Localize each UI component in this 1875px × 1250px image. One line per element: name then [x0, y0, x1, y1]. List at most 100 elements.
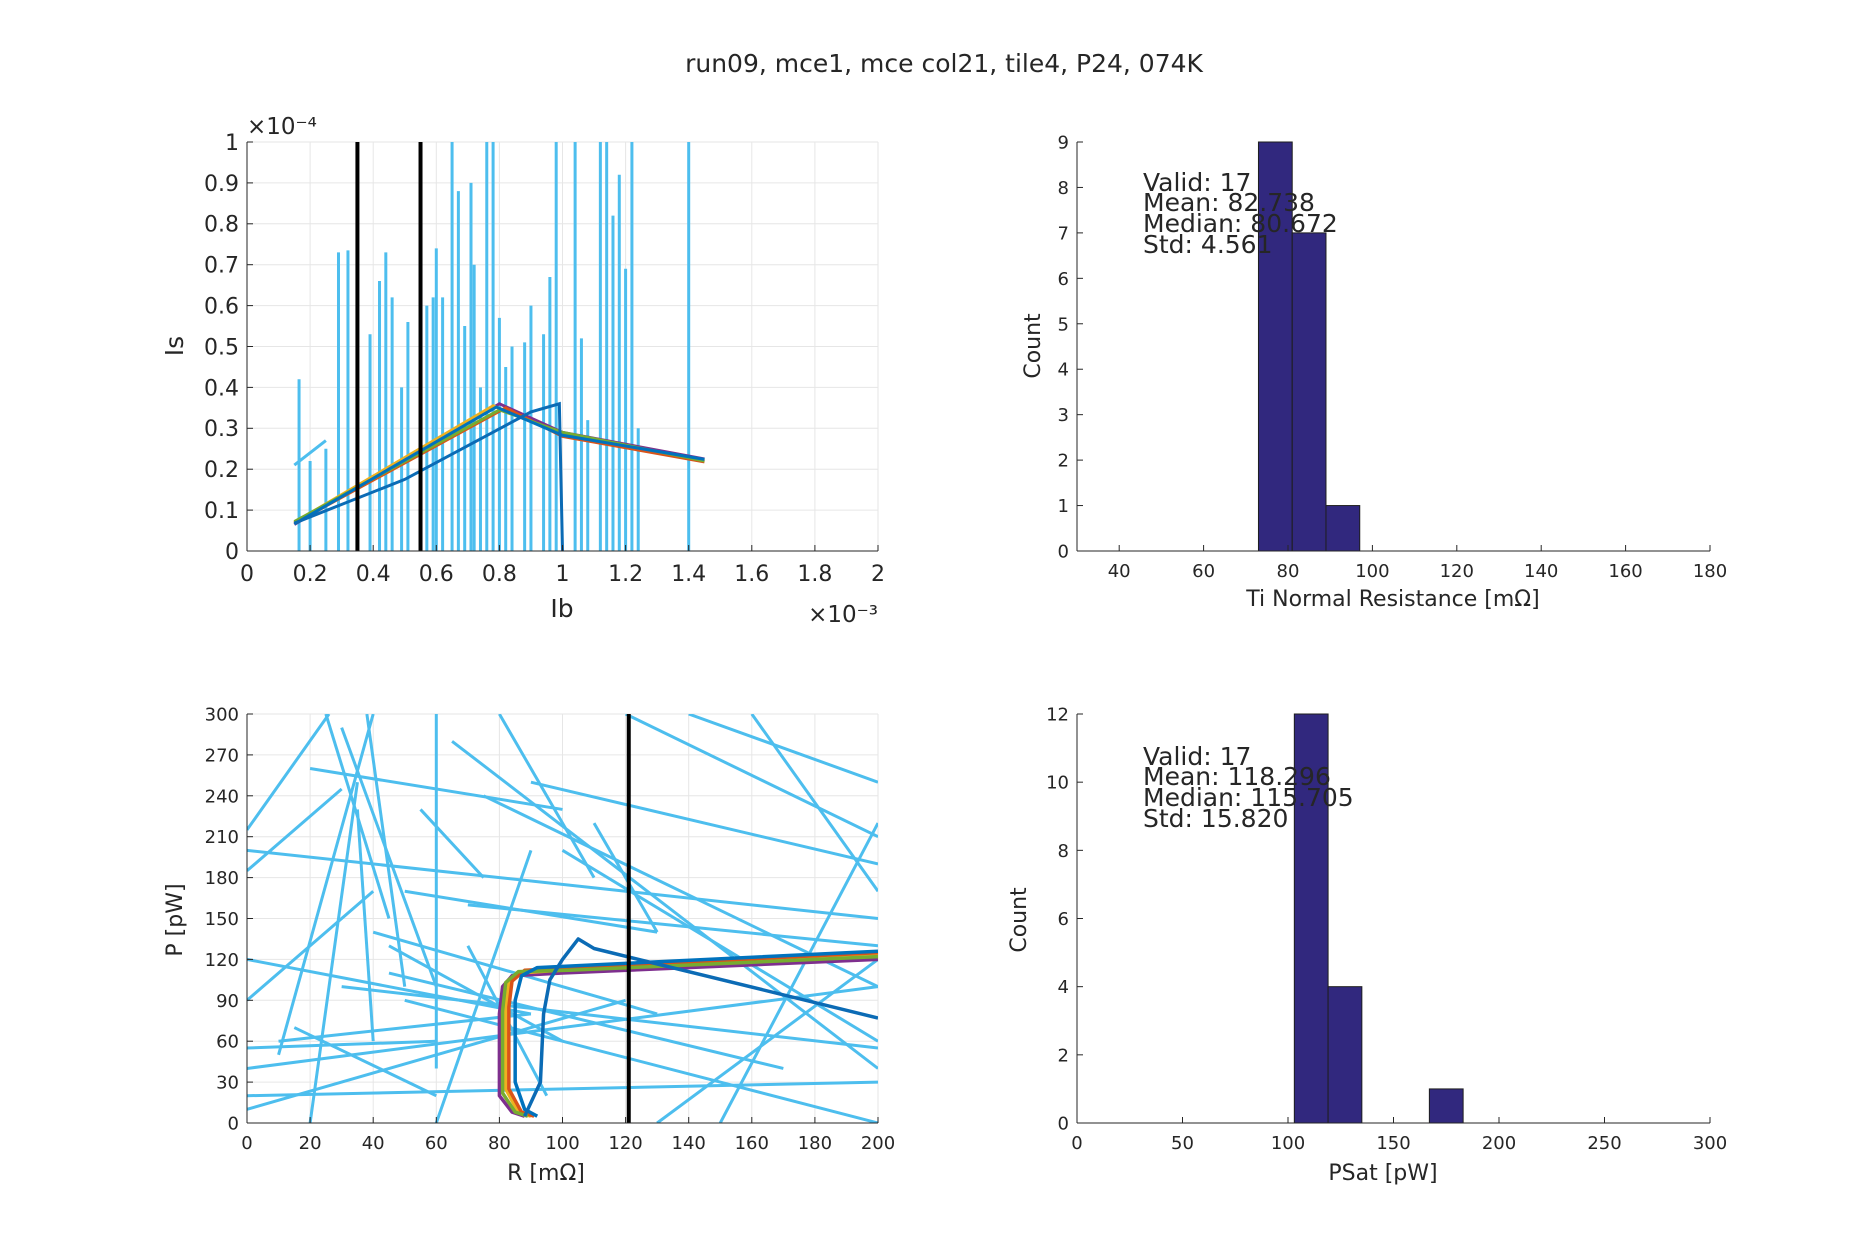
psat-y-label: Count: [1007, 887, 1032, 953]
pr-x-tick-label-9: 180: [798, 1133, 832, 1154]
rn-bars: [1257, 141, 1361, 552]
rn-x-label: Ti Normal Resistance [mΩ]: [1245, 587, 1539, 612]
iv-y-tick-label-3: 0.3: [204, 417, 239, 442]
pr-x-tick-label-8: 160: [735, 1133, 769, 1154]
iv-x-tick-label-9: 1.8: [797, 562, 832, 587]
pr-noise-line-28: [750, 714, 878, 893]
iv-y-tick-label-8: 0.8: [204, 213, 239, 238]
psat-y-tick-label-3: 6: [1058, 909, 1069, 930]
pr-noise-line-7: [308, 781, 359, 1123]
iv-x-tick-label-10: 2: [871, 562, 885, 587]
pr-noise-line-14: [404, 998, 878, 1123]
iv-y-tick-label-7: 0.7: [204, 254, 239, 279]
iv-x-tick-label-8: 1.6: [734, 562, 769, 587]
rn-x-tick-label-6: 160: [1608, 561, 1642, 582]
iv-x-tick-label-0: 0: [240, 562, 254, 587]
psat-bar-4: [1428, 1088, 1464, 1124]
psat-x-tick-label-2: 100: [1271, 1133, 1305, 1154]
psat-x-label: PSat [pW]: [1328, 1161, 1437, 1186]
pr-noise-line-33: [341, 985, 878, 1050]
pr-noise-line-9: [340, 727, 438, 988]
rn-axis-frame: 40 60 80 100 120 140 160 180 0 1 2 3 4 5 6 7 8 9: [1058, 132, 1728, 582]
pr-y-tick-label-0: 0: [228, 1113, 239, 1134]
iv-x-tick-label-7: 1.4: [671, 562, 706, 587]
iv-y-tick-label-1: 0.1: [204, 499, 239, 524]
pr-noise-line-30: [247, 1080, 878, 1098]
pr-noise-line-27: [718, 822, 878, 1123]
pr-noise-line-16: [434, 849, 533, 1123]
rn-stat-mean: Mean: 82.738: [1143, 188, 1315, 217]
rn-y-label: Count: [1021, 313, 1046, 379]
rn-y-tick-label-4: 4: [1058, 360, 1069, 381]
rn-x-tick-label-4: 120: [1440, 561, 1474, 582]
psat-y-tick-label-4: 8: [1058, 841, 1069, 862]
pr-data: [247, 714, 878, 1123]
rn-stat-valid: Valid: 17: [1143, 168, 1251, 197]
pr-curve-4: [513, 949, 878, 1118]
psat-x-tick-label-5: 250: [1587, 1133, 1621, 1154]
iv-x-label: Ib: [550, 594, 573, 623]
pr-noise-line-32: [278, 1012, 532, 1043]
iv-y-tick-label-6: 0.6: [204, 295, 239, 320]
iv-y-tick-label-5: 0.5: [204, 335, 239, 360]
pr-noise-line-26: [688, 714, 878, 784]
rn-bar-1: [1291, 232, 1327, 552]
pr-y-tick-label-4: 120: [205, 950, 239, 971]
psat-y-tick-label-6: 12: [1046, 704, 1069, 725]
rn-x-tick-label-3: 100: [1355, 561, 1389, 582]
pr-y-tick-label-1: 30: [216, 1073, 239, 1094]
pr-noise-line-0: [247, 714, 331, 831]
psat-stat-valid: Valid: 17: [1143, 742, 1251, 771]
psat-histogram-panel: 0 50 100 150 200 250 300 0 2 4 6 8 10 12 PSat [pW] Coun…: [1007, 704, 1727, 1186]
pr-noise-line-17: [451, 740, 878, 1070]
pr-curve-5: [523, 937, 878, 1117]
rn-stat-median: Median: 80.672: [1143, 209, 1338, 238]
pr-noise-line-38: [309, 767, 563, 811]
pr-noise-line-3: [247, 1039, 437, 1050]
rn-y-tick-label-8: 8: [1058, 178, 1069, 199]
psat-stat-std: Std: 15.820: [1143, 804, 1288, 833]
pr-noise-line-24: [624, 714, 878, 839]
pr-y-tick-label-2: 60: [216, 1032, 239, 1053]
pr-noise-line-22: [561, 849, 878, 1043]
pr-noise-line-23: [592, 822, 659, 933]
psat-y-tick-label-0: 0: [1058, 1113, 1069, 1134]
pr-curve-3: [500, 954, 878, 1118]
pr-noise-line-6: [293, 1026, 437, 1098]
psat-x-tick-label-4: 200: [1482, 1133, 1516, 1154]
pr-x-tick-label-7: 140: [672, 1133, 706, 1154]
rn-x-tick-label-5: 140: [1524, 561, 1558, 582]
pr-x-label: R [mΩ]: [507, 1161, 585, 1186]
psat-x-tick-label-6: 300: [1693, 1133, 1727, 1154]
pr-noise-line-21: [530, 780, 878, 866]
rn-y-tick-label-9: 9: [1058, 132, 1069, 153]
iv-x-tick-label-4: 0.8: [482, 562, 517, 587]
figure-title: run09, mce1, mce col21, tile4, P24, 074K: [685, 49, 1203, 78]
psat-x-tick-label-3: 150: [1376, 1133, 1410, 1154]
rn-x-tick-label-0: 40: [1108, 561, 1131, 582]
rn-bar-0: [1257, 141, 1293, 552]
iv-y-tick-label-4: 0.4: [204, 376, 239, 401]
psat-x-tick-label-1: 50: [1171, 1133, 1194, 1154]
pr-noise-line-13: [388, 971, 784, 1070]
psat-stat-median: Median: 115.705: [1143, 783, 1354, 812]
psat-y-tick-label-2: 4: [1058, 977, 1069, 998]
rn-bar-2: [1325, 505, 1361, 552]
pr-noise-line-20: [498, 714, 596, 879]
iv-axis-frame: 0 0.2 0.4 0.6 0.8 1 1.2 1.4 1.6 1.8 2 0 0.1 0.2 0.3 0.4…: [204, 131, 885, 587]
pr-x-tick-label-6: 120: [608, 1133, 642, 1154]
rn-y-tick-label-5: 5: [1058, 314, 1069, 335]
pr-noise-line-1: [247, 787, 343, 872]
iv-y-exponent: ×10⁻⁴: [247, 114, 317, 140]
pr-curve-2: [507, 950, 878, 1118]
psat-x-tick-label-0: 0: [1071, 1133, 1082, 1154]
iv-y-tick-label-9: 0.9: [204, 172, 239, 197]
pr-noise-line-11: [365, 714, 407, 987]
pr-noise-line-34: [404, 889, 658, 934]
iv-x-exponent: ×10⁻³: [808, 602, 878, 628]
psat-y-tick-label-5: 10: [1046, 773, 1069, 794]
rn-x-tick-label-1: 60: [1192, 561, 1215, 582]
pr-y-tick-label-3: 90: [216, 991, 239, 1012]
psat-axis-frame: 0 50 100 150 200 250 300 0 2 4 6 8 10 12: [1046, 704, 1727, 1154]
